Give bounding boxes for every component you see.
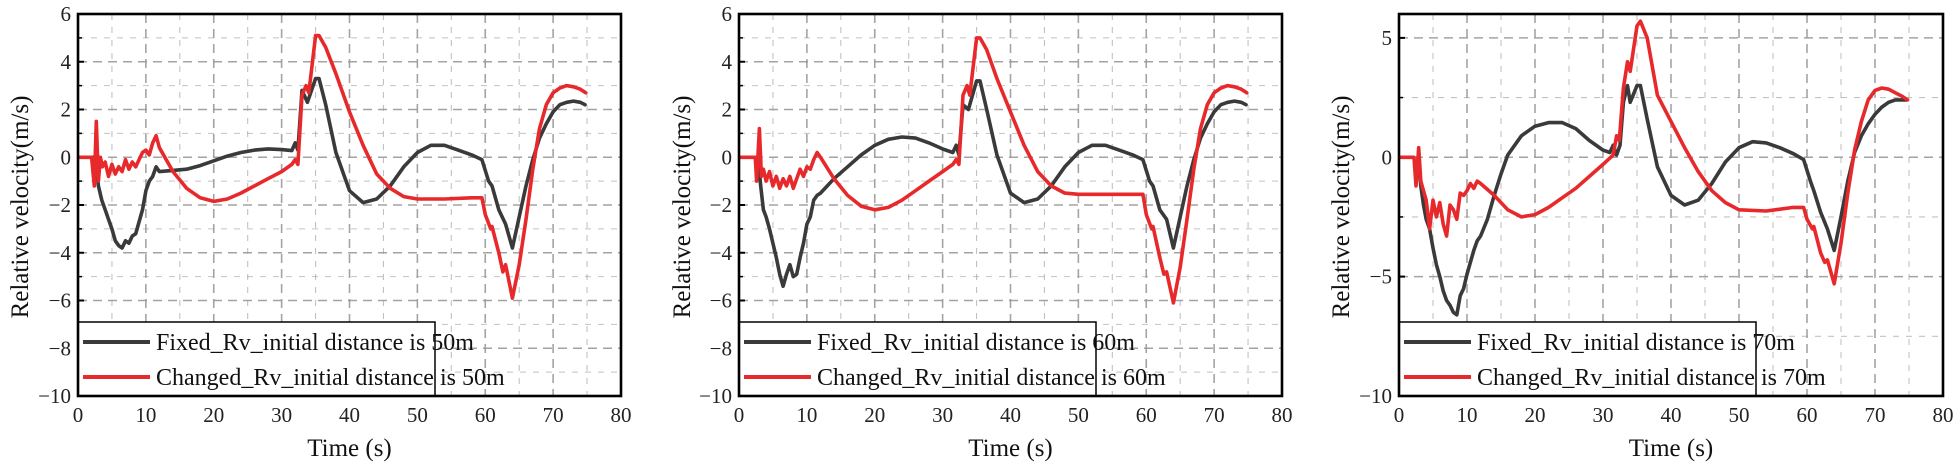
x-tick-label: 70 bbox=[1204, 403, 1225, 427]
x-tick-label: 20 bbox=[203, 403, 224, 427]
changed-series-line bbox=[78, 33, 588, 300]
y-tick-label: 2 bbox=[61, 98, 72, 122]
y-tick-label: −2 bbox=[710, 193, 732, 217]
x-tick-label: 60 bbox=[1797, 403, 1818, 427]
x-tick-label: 10 bbox=[135, 403, 156, 427]
plot-frame bbox=[1397, 12, 1945, 398]
x-tick-label: 70 bbox=[543, 403, 564, 427]
x-tick-label: 20 bbox=[864, 403, 885, 427]
y-tick-label: −10 bbox=[38, 384, 71, 408]
x-axis-title: Time (s) bbox=[1629, 435, 1714, 462]
x-tick-label: 20 bbox=[1525, 403, 1546, 427]
y-tick-label: −8 bbox=[49, 336, 71, 360]
x-tick-label: 0 bbox=[1394, 403, 1405, 427]
x-tick-label: 0 bbox=[73, 403, 84, 427]
x-tick-label: 60 bbox=[1136, 403, 1157, 427]
x-tick-label: 80 bbox=[1933, 403, 1954, 427]
y-tick-label: −5 bbox=[1370, 265, 1392, 289]
y-axis-title: Relative velocity(m/s) bbox=[7, 96, 34, 319]
x-tick-label: 80 bbox=[1272, 403, 1293, 427]
y-tick-label: 0 bbox=[61, 145, 72, 169]
x-tick-label: 30 bbox=[271, 403, 292, 427]
y-tick-label: −6 bbox=[49, 289, 71, 313]
y-tick-label: −4 bbox=[49, 241, 72, 265]
y-tick-label: 5 bbox=[1382, 26, 1393, 50]
legend-label: Changed_Rv_initial distance is 70m bbox=[1477, 365, 1826, 391]
fixed-series-line bbox=[89, 76, 587, 250]
x-tick-label: 80 bbox=[611, 403, 632, 427]
x-tick-label: 10 bbox=[1457, 403, 1478, 427]
y-tick-label: 0 bbox=[1382, 145, 1393, 169]
y-tick-label: 2 bbox=[722, 98, 733, 122]
y-tick-label: 4 bbox=[61, 50, 72, 74]
plot-frame bbox=[76, 12, 623, 398]
y-tick-label: −2 bbox=[49, 193, 71, 217]
legend: Fixed_Rv_initial distance is 60m Changed_… bbox=[738, 321, 1166, 397]
x-tick-label: 50 bbox=[1068, 403, 1089, 427]
legend-label: Changed_Rv_initial distance is 60m bbox=[817, 365, 1166, 391]
x-tick-label: 60 bbox=[475, 403, 496, 427]
fixed-series-line bbox=[1416, 83, 1909, 317]
legend-label: Fixed_Rv_initial distance is 60m bbox=[817, 330, 1135, 356]
changed-series-line bbox=[1399, 19, 1910, 286]
y-tick-label: −6 bbox=[710, 289, 732, 313]
x-tick-label: 10 bbox=[796, 403, 817, 427]
x-tick-label: 70 bbox=[1865, 403, 1886, 427]
y-tick-label: 0 bbox=[722, 145, 733, 169]
x-tick-label: 40 bbox=[1000, 403, 1021, 427]
y-axis-title: Relative velocity(m/s) bbox=[1328, 96, 1355, 319]
x-axis-title: Time (s) bbox=[968, 435, 1053, 462]
x-tick-label: 0 bbox=[734, 403, 745, 427]
legend-box bbox=[738, 321, 1097, 397]
y-tick-label: 4 bbox=[722, 50, 733, 74]
fixed-series-line bbox=[756, 79, 1248, 288]
changed-series-line bbox=[739, 36, 1249, 305]
legend: Fixed_Rv_initial distance is 50m Changed_… bbox=[77, 321, 505, 397]
x-tick-label: 40 bbox=[339, 403, 360, 427]
x-tick-label: 30 bbox=[1593, 403, 1614, 427]
y-tick-label: −4 bbox=[710, 241, 733, 265]
plot-frame bbox=[737, 12, 1284, 398]
y-tick-label: −10 bbox=[1359, 384, 1392, 408]
y-tick-label: 6 bbox=[61, 2, 72, 26]
y-tick-label: −8 bbox=[710, 336, 732, 360]
x-tick-label: 50 bbox=[407, 403, 428, 427]
x-tick-label: 40 bbox=[1661, 403, 1682, 427]
legend-label: Changed_Rv_initial distance is 50m bbox=[156, 365, 505, 391]
x-axis-title: Time (s) bbox=[307, 435, 392, 462]
y-tick-label: 6 bbox=[722, 2, 733, 26]
y-axis-title: Relative velocity(m/s) bbox=[669, 96, 696, 319]
legend: Fixed_Rv_initial distance is 70m Changed_… bbox=[1398, 321, 1826, 397]
x-tick-label: 30 bbox=[932, 403, 953, 427]
y-tick-label: −10 bbox=[699, 384, 732, 408]
legend-label: Fixed_Rv_initial distance is 50m bbox=[156, 330, 474, 356]
legend-label: Fixed_Rv_initial distance is 70m bbox=[1477, 330, 1795, 356]
x-tick-label: 50 bbox=[1729, 403, 1750, 427]
